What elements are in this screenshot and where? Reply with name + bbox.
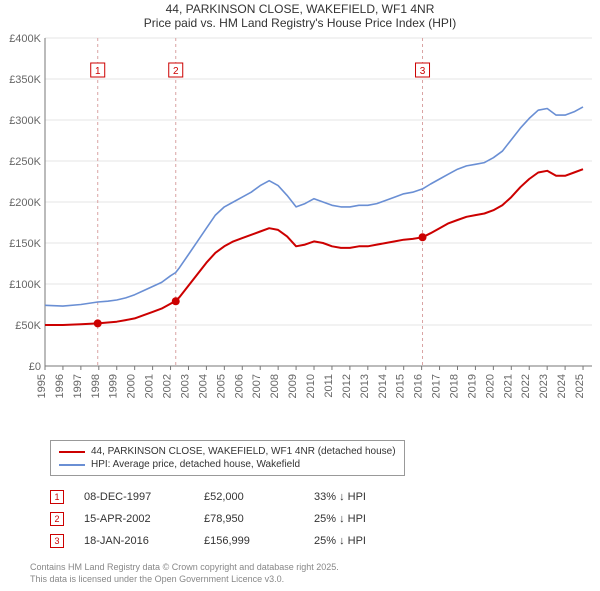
svg-text:£200K: £200K: [9, 197, 41, 209]
svg-text:2017: 2017: [431, 374, 443, 398]
svg-text:2010: 2010: [305, 374, 317, 398]
svg-text:£50K: £50K: [15, 320, 41, 332]
svg-text:2018: 2018: [448, 374, 460, 398]
svg-text:3: 3: [420, 66, 426, 77]
events-table: 1 08-DEC-1997 £52,000 33% ↓ HPI 2 15-APR-2002…: [50, 486, 600, 552]
legend-label: 44, PARKINSON CLOSE, WAKEFIELD, WF1 4NR …: [91, 446, 396, 457]
svg-text:1: 1: [95, 66, 101, 77]
svg-text:2006: 2006: [233, 374, 245, 398]
event-marker: 1: [50, 490, 64, 504]
svg-text:1996: 1996: [54, 374, 66, 398]
svg-text:£350K: £350K: [9, 74, 41, 86]
svg-text:2003: 2003: [179, 374, 191, 398]
footer-line2: This data is licensed under the Open Gov…: [30, 574, 600, 586]
svg-text:2: 2: [173, 66, 179, 77]
svg-text:2002: 2002: [162, 374, 174, 398]
svg-text:2020: 2020: [484, 374, 496, 398]
chart-plot-area: £0 £50K £100K £150K £200K £250K £300K £350K £400…: [0, 34, 600, 434]
svg-text:1995: 1995: [36, 374, 48, 398]
svg-text:2004: 2004: [197, 374, 209, 398]
event-row: 2 15-APR-2002 £78,950 25% ↓ HPI: [50, 508, 600, 530]
svg-text:£150K: £150K: [9, 238, 41, 250]
legend: 44, PARKINSON CLOSE, WAKEFIELD, WF1 4NR …: [50, 440, 405, 476]
footer-line1: Contains HM Land Registry data © Crown c…: [30, 562, 600, 574]
svg-text:2009: 2009: [287, 374, 299, 398]
svg-text:2001: 2001: [144, 374, 156, 398]
footer-attribution: Contains HM Land Registry data © Crown c…: [30, 562, 600, 591]
svg-text:£0: £0: [29, 361, 41, 373]
legend-swatch: [59, 464, 85, 466]
svg-text:2024: 2024: [556, 374, 568, 398]
event-row: 1 08-DEC-1997 £52,000 33% ↓ HPI: [50, 486, 600, 508]
svg-text:2011: 2011: [323, 374, 335, 398]
event-date: 18-JAN-2016: [84, 535, 184, 547]
chart-titles: 44, PARKINSON CLOSE, WAKEFIELD, WF1 4NR …: [0, 0, 600, 34]
svg-text:2021: 2021: [502, 374, 514, 398]
svg-text:£300K: £300K: [9, 115, 41, 127]
svg-text:2000: 2000: [126, 374, 138, 398]
chart-svg: £0 £50K £100K £150K £200K £250K £300K £350K £400…: [0, 34, 600, 434]
svg-text:1998: 1998: [90, 374, 102, 398]
event-price: £52,000: [204, 491, 294, 503]
event-marker: 2: [50, 512, 64, 526]
svg-text:2012: 2012: [341, 374, 353, 398]
svg-text:1999: 1999: [108, 374, 120, 398]
svg-text:£100K: £100K: [9, 279, 41, 291]
event-delta: 33% ↓ HPI: [314, 491, 366, 503]
svg-text:2014: 2014: [377, 374, 389, 398]
svg-text:1997: 1997: [72, 374, 84, 398]
legend-swatch: [59, 451, 85, 453]
svg-text:2019: 2019: [466, 374, 478, 398]
event-price: £78,950: [204, 513, 294, 525]
legend-row: 44, PARKINSON CLOSE, WAKEFIELD, WF1 4NR …: [59, 445, 396, 458]
chart-title-line1: 44, PARKINSON CLOSE, WAKEFIELD, WF1 4NR: [0, 2, 600, 16]
svg-text:2013: 2013: [359, 374, 371, 398]
svg-text:2023: 2023: [538, 374, 550, 398]
legend-row: HPI: Average price, detached house, Wake…: [59, 458, 396, 471]
svg-text:£400K: £400K: [9, 34, 41, 45]
svg-text:2025: 2025: [574, 374, 586, 398]
svg-text:2008: 2008: [269, 374, 281, 398]
svg-text:2007: 2007: [251, 374, 263, 398]
event-row: 3 18-JAN-2016 £156,999 25% ↓ HPI: [50, 530, 600, 552]
svg-text:2022: 2022: [520, 374, 532, 398]
event-marker: 3: [50, 534, 64, 548]
event-date: 08-DEC-1997: [84, 491, 184, 503]
svg-text:2015: 2015: [395, 374, 407, 398]
event-price: £156,999: [204, 535, 294, 547]
legend-label: HPI: Average price, detached house, Wake…: [91, 459, 300, 470]
event-delta: 25% ↓ HPI: [314, 513, 366, 525]
svg-text:2005: 2005: [215, 374, 227, 398]
event-date: 15-APR-2002: [84, 513, 184, 525]
chart-container: 44, PARKINSON CLOSE, WAKEFIELD, WF1 4NR …: [0, 0, 600, 591]
svg-text:2016: 2016: [413, 374, 425, 398]
event-delta: 25% ↓ HPI: [314, 535, 366, 547]
svg-text:£250K: £250K: [9, 156, 41, 168]
chart-title-line2: Price paid vs. HM Land Registry's House …: [0, 16, 600, 30]
